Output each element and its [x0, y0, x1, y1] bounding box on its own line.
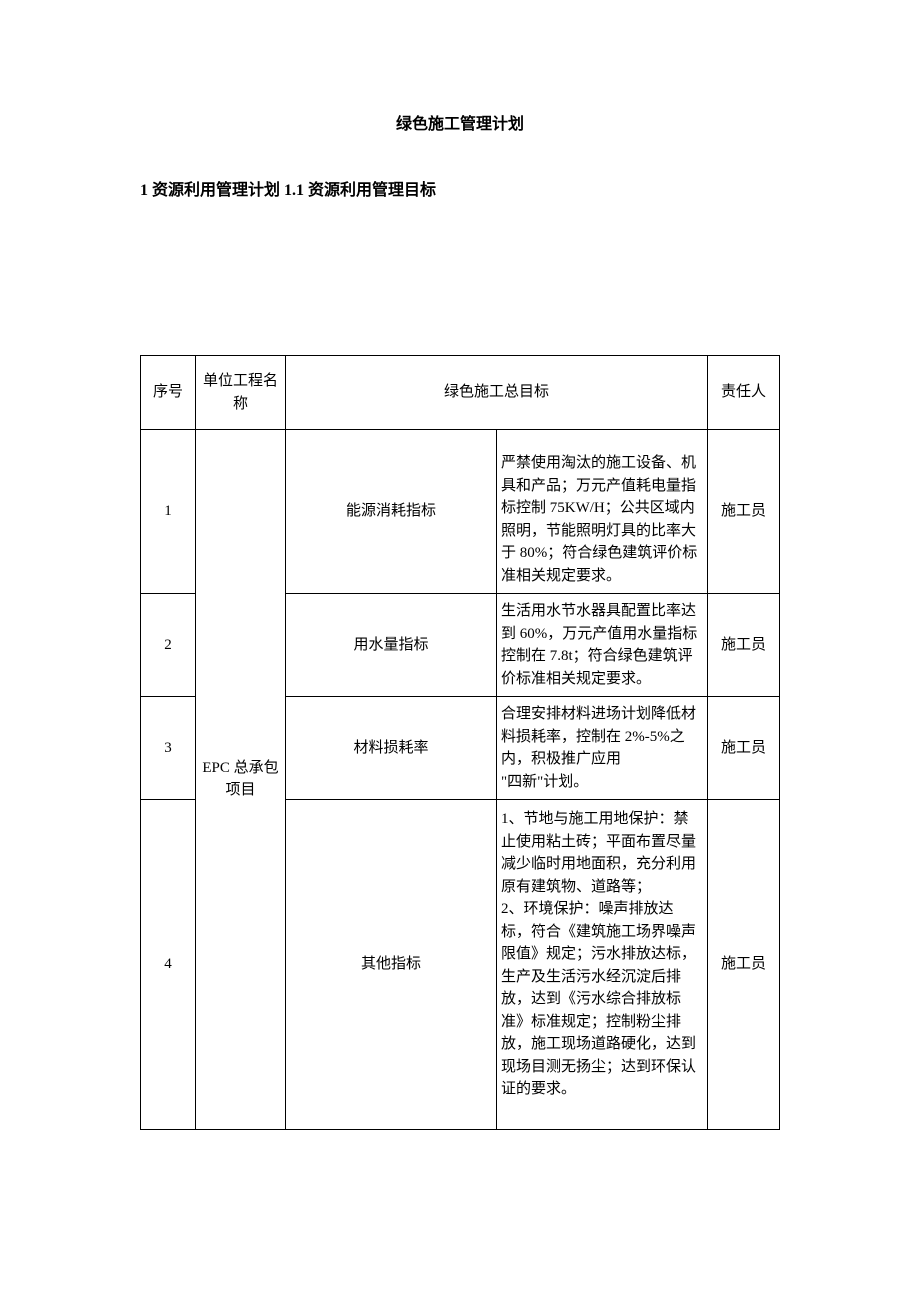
cell-detail: 合理安排材料进场计划降低材料损耗率，控制在 2%-5%之内，积极推广应用"四新"…	[497, 697, 708, 800]
cell-seq: 3	[141, 697, 196, 800]
cell-detail: 生活用水节水器具配置比率达到 60%，万元产值用水量指标控制在 7.8t；符合绿…	[497, 594, 708, 697]
cell-project-name: EPC 总承包项目	[196, 430, 286, 1130]
cell-indicator: 能源消耗指标	[286, 430, 497, 594]
table-header-row: 序号 单位工程名称 绿色施工总目标 责任人	[141, 356, 780, 430]
header-project-name: 单位工程名称	[196, 356, 286, 430]
cell-indicator: 其他指标	[286, 800, 497, 1130]
cell-responsible: 施工员	[708, 800, 780, 1130]
header-responsible: 责任人	[708, 356, 780, 430]
cell-responsible: 施工员	[708, 697, 780, 800]
cell-seq: 2	[141, 594, 196, 697]
cell-detail: 严禁使用淘汰的施工设备、机具和产品；万元产值耗电量指标控制 75KW/H；公共区…	[497, 430, 708, 594]
header-seq: 序号	[141, 356, 196, 430]
cell-indicator: 材料损耗率	[286, 697, 497, 800]
cell-responsible: 施工员	[708, 594, 780, 697]
section-heading: 1 资源利用管理计划 1.1 资源利用管理目标	[140, 176, 780, 200]
cell-detail: 1、节地与施工用地保护：禁止使用粘土砖；平面布置尽量减少临时用地面积，充分利用原…	[497, 800, 708, 1130]
cell-seq: 4	[141, 800, 196, 1130]
cell-seq: 1	[141, 430, 196, 594]
table-row: 1 EPC 总承包项目 能源消耗指标 严禁使用淘汰的施工设备、机具和产品；万元产…	[141, 430, 780, 594]
document-title: 绿色施工管理计划	[140, 110, 780, 134]
cell-responsible: 施工员	[708, 430, 780, 594]
goals-table: 序号 单位工程名称 绿色施工总目标 责任人 1 EPC 总承包项目 能源消耗指标…	[140, 355, 780, 1130]
header-goal: 绿色施工总目标	[286, 356, 708, 430]
cell-indicator: 用水量指标	[286, 594, 497, 697]
